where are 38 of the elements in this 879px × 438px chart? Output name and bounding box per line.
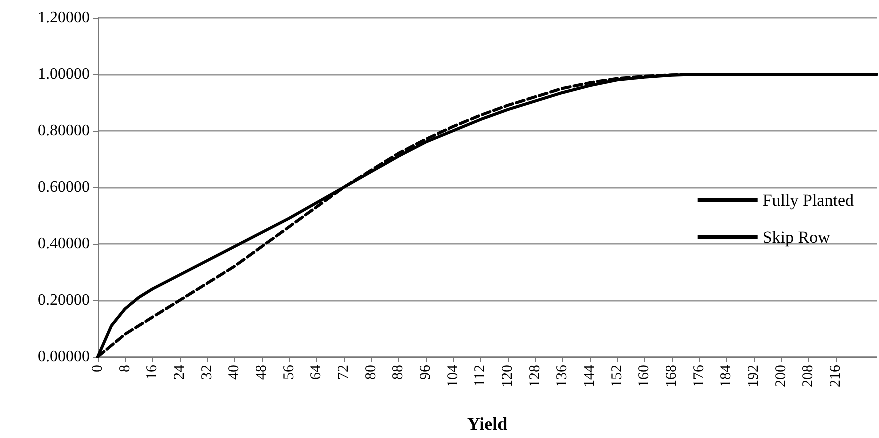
x-tick-label: 192: [746, 365, 762, 388]
x-tick-label: 40: [226, 365, 243, 380]
y-tick-label: 0.40000: [38, 236, 90, 252]
x-tick-label: 152: [609, 365, 626, 388]
x-tick-label: 208: [800, 365, 817, 388]
x-tick-label: 112: [472, 365, 489, 387]
x-axis-title: Yield: [467, 414, 508, 434]
x-tick-label: 184: [718, 364, 735, 388]
x-tick-label: 136: [554, 364, 571, 388]
x-tick-label: 104: [445, 364, 462, 388]
x-tick-label: 176: [691, 364, 708, 388]
x-tick-label: 168: [664, 365, 680, 388]
x-tick-label: 88: [390, 365, 407, 380]
y-tick-label: 1.00000: [38, 66, 90, 83]
x-tick-label: 128: [527, 365, 544, 388]
x-tick-label: 72: [336, 365, 352, 380]
x-tick-label: 48: [254, 365, 270, 380]
x-tick-label: 160: [636, 365, 653, 388]
x-tick-label: 216: [828, 364, 844, 388]
x-tick-label: 16: [144, 364, 161, 380]
x-tick-label: 64: [308, 364, 325, 380]
x-tick-label: 32: [199, 365, 216, 380]
x-tick-label: 8: [117, 365, 134, 372]
y-tick-label: 0.20000: [38, 292, 90, 309]
x-tick-label: 144: [582, 364, 598, 388]
x-tick-label: 200: [773, 365, 790, 388]
y-tick-label: 0.80000: [38, 122, 90, 140]
x-tick-label: 120: [500, 365, 516, 388]
x-tick-label: 96: [418, 364, 434, 380]
y-tick-label: 0.00000: [38, 348, 90, 366]
x-tick-label: 80: [363, 365, 380, 380]
y-tick-label: 0.60000: [38, 179, 90, 196]
x-tick-label: 24: [172, 364, 188, 380]
legend-label: Fully Planted: [762, 191, 854, 210]
legend-label: Skip Row: [762, 228, 832, 247]
x-tick-label: 0: [90, 365, 106, 372]
y-tick-label: 1.20000: [38, 10, 90, 26]
x-tick-label: 56: [281, 364, 298, 380]
